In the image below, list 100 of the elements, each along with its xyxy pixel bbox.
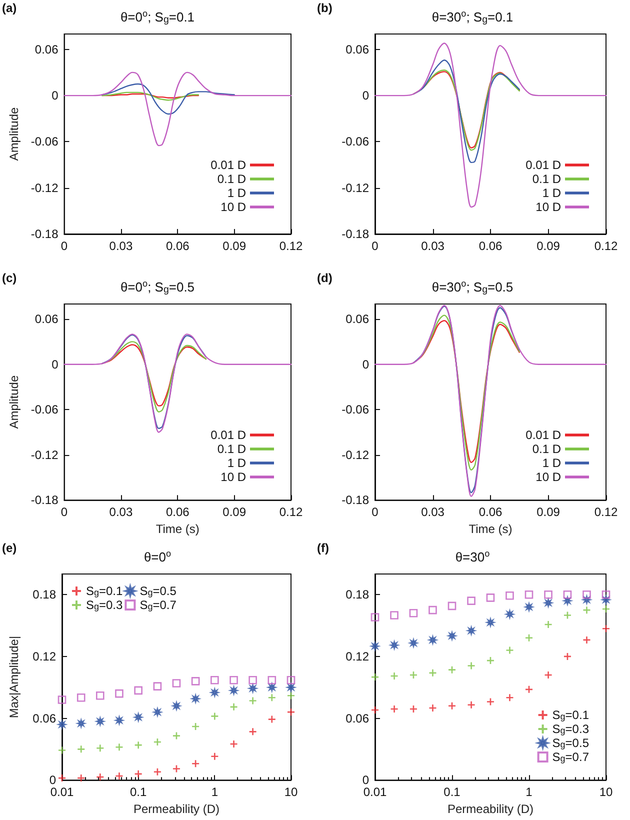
- legend-label: 0.1 D: [217, 442, 246, 456]
- x-tick-label: 0.03: [109, 239, 133, 253]
- x-tick-label: 0: [372, 505, 379, 520]
- point: [96, 772, 104, 782]
- x-tick-label: 0.06: [478, 505, 502, 520]
- y-axis-title: Amplitude: [7, 375, 21, 429]
- y-tick-label: 0: [362, 357, 370, 372]
- x-tick-label: 0.1: [130, 785, 147, 800]
- legend-label: 10 D: [536, 470, 562, 484]
- point: [210, 676, 219, 684]
- point: [153, 682, 162, 690]
- text: (a): [2, 1, 17, 15]
- point: [524, 634, 534, 642]
- point: [467, 596, 476, 605]
- point: [602, 604, 610, 614]
- point: [428, 704, 437, 712]
- point: [230, 676, 238, 684]
- point: [370, 672, 380, 682]
- legend-label: Sg=0.3: [552, 722, 590, 736]
- y-tick-label: -0.12: [342, 180, 370, 195]
- point: [153, 738, 162, 746]
- point: [248, 728, 257, 736]
- legend-label: Sg=0.1: [86, 584, 124, 598]
- point: [268, 715, 276, 724]
- x-tick-label: 0: [372, 239, 379, 253]
- point: [544, 590, 552, 599]
- legend-label: 1 D: [227, 456, 246, 470]
- x-tick-label: 0.03: [421, 239, 445, 253]
- x-tick-label: 0.09: [222, 505, 246, 520]
- point: [153, 768, 162, 776]
- y-axis-title: Amplitude: [7, 107, 21, 161]
- point: [428, 668, 437, 678]
- x-axis-title: Permeability (D): [447, 802, 534, 816]
- x-tick-label: 0.09: [536, 505, 560, 520]
- point: [582, 606, 591, 614]
- y-tick-label: -0.12: [342, 448, 370, 462]
- legend-label: Sg=0.7: [140, 598, 177, 612]
- point: [409, 670, 418, 680]
- text: (f): [317, 541, 329, 555]
- point: [134, 686, 142, 695]
- y-tick-label: 0: [362, 773, 370, 788]
- legend-label: 0.1 D: [532, 442, 562, 456]
- x-tick-label: 0.09: [222, 239, 246, 253]
- x-tick-label: 1: [211, 785, 218, 800]
- legend-label: 0.01 D: [526, 428, 562, 442]
- y-tick-label: -0.12: [30, 448, 59, 462]
- y-tick-label: 0.18: [32, 588, 56, 602]
- y-tick-label: -0.06: [30, 134, 59, 149]
- legend-label: 0.1 D: [532, 172, 562, 186]
- y-tick-label: -0.18: [30, 227, 59, 241]
- y-tick-label: -0.18: [342, 493, 370, 508]
- y-tick-label: 0.06: [32, 711, 56, 726]
- x-tick-label: 0.01: [363, 785, 387, 800]
- y-tick-label: 0.12: [346, 649, 370, 664]
- point: [563, 652, 572, 661]
- point: [370, 613, 380, 622]
- point: [248, 696, 257, 705]
- point: [428, 606, 437, 614]
- y-axis-title: Max|Amplitude|: [7, 636, 21, 718]
- point: [191, 722, 200, 731]
- x-tick-label: 0.06: [478, 239, 502, 253]
- x-tick-label: 0.03: [109, 505, 133, 520]
- legend-label: 0.01 D: [210, 428, 246, 442]
- y-tick-label: -0.12: [30, 180, 59, 195]
- x-tick-label: 0.12: [594, 505, 618, 520]
- point: [602, 624, 610, 633]
- x-tick-label: 0: [60, 505, 68, 520]
- point: [172, 764, 181, 773]
- legend-label: 1 D: [227, 186, 246, 200]
- point: [524, 685, 534, 694]
- point: [506, 591, 514, 600]
- point: [390, 611, 398, 620]
- point: [506, 694, 514, 702]
- point: [286, 676, 296, 684]
- point: [115, 689, 124, 698]
- point: [602, 590, 610, 599]
- legend-label: Sg=0.5: [140, 584, 177, 598]
- text: (d): [317, 271, 332, 285]
- y-tick-label: 0.06: [346, 42, 370, 56]
- legend-label: Sg=0.3: [86, 598, 124, 612]
- point: [582, 590, 591, 599]
- x-tick-label: 10: [599, 785, 613, 800]
- x-axis-title: Permeability (D): [133, 802, 220, 816]
- point: [286, 708, 296, 716]
- point: [248, 676, 257, 684]
- line-series: [101, 92, 200, 101]
- point: [191, 677, 200, 686]
- point: [76, 745, 86, 754]
- point: [96, 691, 104, 700]
- y-tick-label: 0.06: [346, 711, 370, 726]
- point: [370, 706, 380, 714]
- legend-label: 0.01 D: [526, 158, 562, 172]
- legend-label: Sg=0.1: [552, 708, 590, 722]
- x-tick-label: 0.06: [166, 239, 190, 253]
- point: [506, 646, 514, 654]
- x-tick-label: 0.06: [166, 505, 190, 520]
- y-tick-label: -0.18: [30, 493, 59, 508]
- point: [448, 602, 456, 610]
- x-axis-title: Time (s): [468, 522, 512, 536]
- point: [486, 656, 495, 665]
